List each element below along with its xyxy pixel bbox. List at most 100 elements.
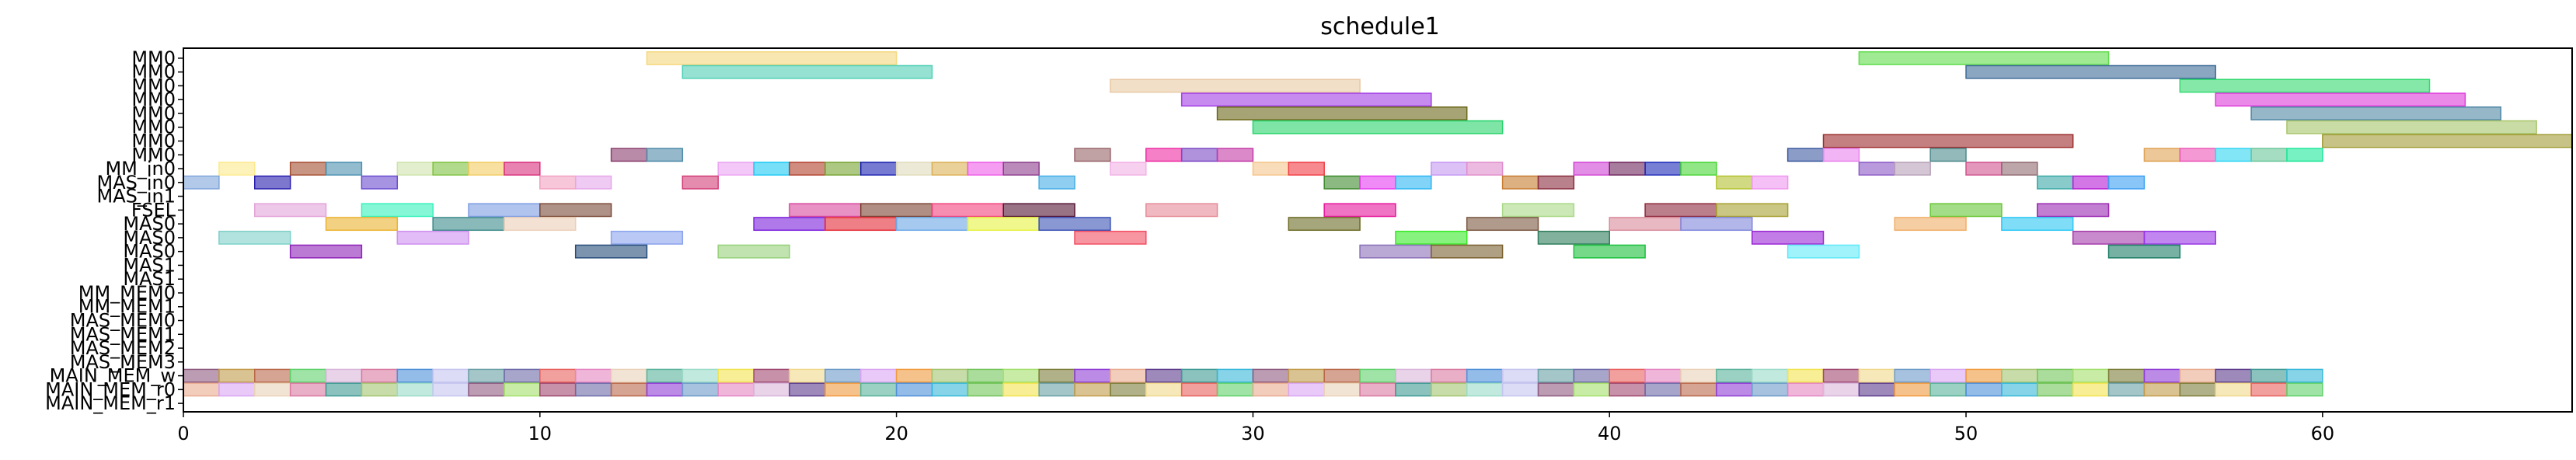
task-bar-124 xyxy=(325,368,363,383)
task-bar-98 xyxy=(1466,217,1539,232)
x-tick-label-1: 10 xyxy=(528,423,552,444)
y-tick-label-9: MAS_in0 xyxy=(96,172,176,193)
y-tick-label-15: MAS1 xyxy=(123,254,176,276)
task-bar-26 xyxy=(2250,148,2288,162)
task-bar-156 xyxy=(1466,368,1504,383)
task-bar-176 xyxy=(2179,368,2216,383)
task-bar-44 xyxy=(1110,162,1147,176)
task-bar-184 xyxy=(325,382,363,397)
task-bar-238 xyxy=(2250,382,2288,397)
task-bar-155 xyxy=(1431,368,1468,383)
y-tick-label-11: FSEL xyxy=(131,199,176,221)
task-bar-199 xyxy=(859,382,898,397)
task-bar-41 xyxy=(931,162,969,176)
task-bar-97 xyxy=(1288,217,1361,232)
task-bar-23 xyxy=(2143,148,2181,162)
task-bar-54 xyxy=(1894,162,1931,176)
task-bar-188 xyxy=(468,382,505,397)
task-bar-105 xyxy=(610,230,684,245)
task-bar-196 xyxy=(753,382,790,397)
task-bar-172 xyxy=(2037,368,2074,383)
task-bar-113 xyxy=(574,244,648,259)
task-bar-224 xyxy=(1751,382,1789,397)
task-bar-185 xyxy=(361,382,399,397)
task-bar-213 xyxy=(1359,382,1396,397)
task-bar-182 xyxy=(254,382,291,397)
task-bar-205 xyxy=(1074,382,1111,397)
task-bar-58 xyxy=(254,175,291,190)
task-bar-163 xyxy=(1716,368,1753,383)
task-bar-28 xyxy=(218,162,256,176)
y-tick-label-22: MAS_MEM3 xyxy=(70,351,176,373)
task-bar-141 xyxy=(931,368,969,383)
task-bar-75 xyxy=(361,203,434,218)
task-bar-1 xyxy=(1858,51,2110,65)
task-bar-96 xyxy=(1038,217,1111,232)
y-tick-label-1: MM0 xyxy=(131,61,176,83)
y-tick-label-14: MAS0 xyxy=(123,241,176,263)
task-bar-60 xyxy=(539,175,577,190)
task-bar-6 xyxy=(1180,92,1432,107)
task-bar-78 xyxy=(789,203,862,218)
y-tick-label-17: MM_MEM0 xyxy=(78,282,176,304)
task-bar-34 xyxy=(504,162,541,176)
task-bar-204 xyxy=(1038,382,1075,397)
task-bar-202 xyxy=(967,382,1005,397)
task-bar-128 xyxy=(468,368,505,383)
task-bar-70 xyxy=(1751,175,1789,190)
task-bar-101 xyxy=(1894,217,1967,232)
y-tick-label-7: MM0 xyxy=(131,144,176,166)
task-bar-129 xyxy=(504,368,541,383)
task-bar-178 xyxy=(2250,368,2288,383)
task-bar-67 xyxy=(1501,175,1539,190)
task-bar-151 xyxy=(1288,368,1325,383)
task-bar-55 xyxy=(1965,162,2003,176)
task-bar-4 xyxy=(1110,78,1361,93)
task-bar-53 xyxy=(1858,162,1896,176)
task-bar-123 xyxy=(289,368,327,383)
task-bar-46 xyxy=(1288,162,1325,176)
task-bar-40 xyxy=(895,162,933,176)
y-tick-label-19: MAS_MEM0 xyxy=(70,310,176,332)
task-bar-212 xyxy=(1323,382,1361,397)
task-bar-29 xyxy=(289,162,327,176)
task-bar-200 xyxy=(895,382,933,397)
y-tick-label-13: MAS0 xyxy=(123,227,176,249)
task-bar-94 xyxy=(895,217,969,232)
task-bar-77 xyxy=(539,203,612,218)
task-bar-99 xyxy=(1609,217,1682,232)
task-bar-219 xyxy=(1573,382,1610,397)
task-bar-198 xyxy=(824,382,862,397)
task-bar-61 xyxy=(574,175,612,190)
task-bar-148 xyxy=(1180,368,1218,383)
task-bar-162 xyxy=(1680,368,1717,383)
task-bar-62 xyxy=(681,175,719,190)
task-bar-133 xyxy=(646,368,684,383)
task-bar-115 xyxy=(1359,244,1432,259)
task-bar-150 xyxy=(1252,368,1290,383)
x-tick-label-2: 20 xyxy=(884,423,908,444)
task-bar-236 xyxy=(2179,382,2216,397)
task-bar-136 xyxy=(753,368,790,383)
task-bar-203 xyxy=(1002,382,1040,397)
task-bar-134 xyxy=(681,368,719,383)
task-bar-209 xyxy=(1216,382,1254,397)
task-bar-146 xyxy=(1110,368,1147,383)
task-bar-221 xyxy=(1644,382,1682,397)
task-bar-100 xyxy=(1680,217,1753,232)
task-bar-32 xyxy=(432,162,469,176)
task-bar-223 xyxy=(1716,382,1753,397)
task-bar-192 xyxy=(610,382,648,397)
chart-title: schedule1 xyxy=(1320,13,1440,40)
task-bar-18 xyxy=(1180,148,1218,162)
task-bar-84 xyxy=(1501,203,1575,218)
task-bar-206 xyxy=(1110,382,1147,397)
task-bar-222 xyxy=(1680,382,1717,397)
task-bar-42 xyxy=(967,162,1005,176)
task-bar-191 xyxy=(574,382,612,397)
task-bar-179 xyxy=(2286,368,2323,383)
task-bar-174 xyxy=(2107,368,2146,383)
task-bar-228 xyxy=(1894,382,1931,397)
task-bar-142 xyxy=(967,368,1005,383)
task-bar-30 xyxy=(325,162,363,176)
